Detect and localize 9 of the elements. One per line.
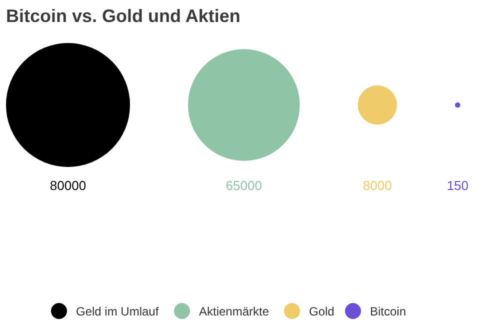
category-label: Geld im Umlauf bbox=[76, 304, 160, 318]
data-label: 8000 bbox=[362, 178, 392, 193]
category-label: Aktienmärkte bbox=[199, 304, 270, 318]
category-label: Gold bbox=[309, 304, 334, 318]
text: Bitcoin vs. Gold und Aktien bbox=[6, 6, 240, 26]
category-label: Bitcoin bbox=[370, 304, 406, 318]
data-label: 65000 bbox=[226, 178, 262, 193]
data-label: 150 bbox=[446, 178, 469, 193]
data-label: 80000 bbox=[50, 178, 86, 193]
